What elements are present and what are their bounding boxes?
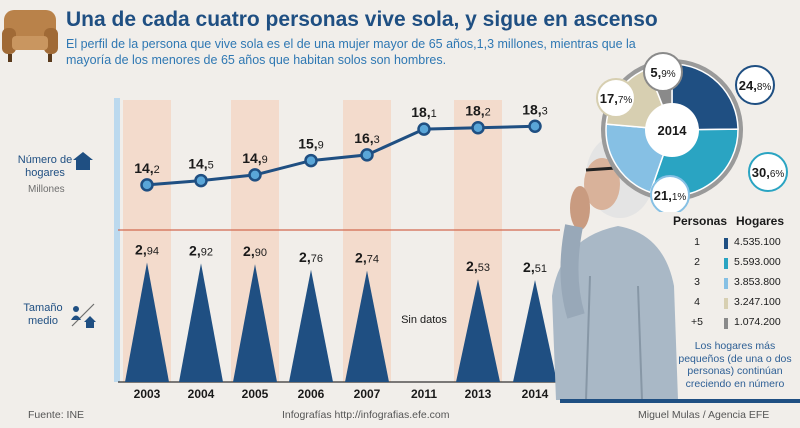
table-color-swatch [724, 318, 728, 329]
footer-infografias: Infografías http://infografias.efe.com [282, 409, 450, 421]
note-text: Los hogares más pequeños (de una o dos p… [678, 340, 792, 390]
hogares-value-label: 18,1 [411, 104, 437, 120]
table-cell-hogares: 3.853.800 [734, 276, 781, 288]
x-tick-label: 2006 [298, 387, 325, 401]
hogares-value-labels: 14,2 14,5 14,9 15,9 16,3 18,1 18,2 18,3 [134, 101, 548, 176]
pie-label-bubble [735, 65, 775, 105]
x-tick-label: 2007 [354, 387, 381, 401]
table-color-swatch [724, 238, 728, 249]
table-cell-hogares: 1.074.200 [734, 316, 781, 328]
bar [456, 279, 500, 382]
hogares-point [417, 122, 431, 136]
hogares-value-label: 18,2 [465, 103, 491, 119]
hogares-value-label: 15,9 [298, 136, 324, 152]
chart-subtitle: El perfil de la persona que vive sola es… [66, 37, 636, 67]
table-cell-personas: 3 [694, 276, 700, 288]
bar-value-label: 2,53 [466, 258, 490, 274]
pie-value-label: 5,9% [650, 65, 675, 80]
bar [179, 263, 223, 382]
bar-value-label: 2,90 [243, 243, 267, 259]
table-color-swatch [724, 298, 728, 309]
tamano-axis-label: Tamaño medio [23, 302, 63, 327]
pie-label-bubble [650, 175, 690, 212]
bar-value-label: 2,74 [355, 250, 379, 266]
x-tick-label: 2011 [411, 387, 437, 401]
table-row: 4 3.247.100 [680, 296, 800, 312]
hogares-value-label: 14,5 [188, 156, 214, 172]
table-cell-personas: 1 [694, 236, 700, 248]
pie-value-label: 30,6% [752, 165, 785, 180]
hogares-point [140, 178, 154, 192]
left-accent-bar [114, 98, 120, 382]
table-row: +5 1.074.200 [680, 316, 800, 332]
hogares-value-label: 16,3 [354, 130, 380, 146]
pie-label-bubble [643, 52, 683, 92]
table-row: 2 5.593.000 [680, 256, 800, 272]
table-cell-personas: 2 [694, 256, 700, 268]
pie-label-bubble [596, 78, 636, 118]
bar-value-label: 2,76 [299, 249, 323, 265]
x-tick-label: 2003 [134, 387, 161, 401]
bar-value-labels: 2,94 2,92 2,90 2,76 2,74 2,53 2,51 [135, 242, 547, 275]
pie-value-labels: 24,8% 30,6% 21,1% 17,7% 5,9% [596, 52, 788, 212]
pie-value-label: 24,8% [739, 78, 772, 93]
table-cell-personas: +5 [691, 316, 703, 328]
pie-center-label: 2014 [658, 123, 688, 138]
bar [345, 270, 389, 382]
x-tick-label: 2013 [465, 387, 492, 401]
hogares-line [146, 124, 536, 187]
footer-author: Miguel Mulas / Agencia EFE [638, 409, 770, 421]
bar-value-label: 2,94 [135, 242, 159, 258]
table-row: 1 4.535.100 [680, 236, 800, 252]
bar-value-label: 2,51 [523, 259, 547, 275]
pie-label-bubble [748, 152, 788, 192]
footer-rule [560, 399, 800, 403]
hogares-point [528, 119, 542, 134]
table-header-personas: Personas [673, 214, 728, 228]
x-tick-label: 2004 [188, 387, 215, 401]
year-bands [123, 100, 502, 382]
x-tick-labels: 2003 2004 2005 2006 2007 2011 2013 2014 [134, 387, 549, 401]
hogares-point [360, 148, 374, 162]
table-cell-personas: 4 [694, 296, 700, 308]
hogares-value-label: 18,3 [522, 101, 548, 117]
sin-datos-label: Sin datos [401, 314, 447, 326]
millones-unit-label: Millones [28, 184, 65, 195]
table-row: 3 3.853.800 [680, 276, 800, 292]
hogares-value-label: 14,9 [242, 150, 268, 166]
hogares-value-label: 14,2 [134, 160, 160, 176]
people-house-icon [71, 303, 96, 328]
footer-source: Fuente: INE [28, 409, 85, 421]
hogares-axis-label: Número de hogares [17, 154, 73, 179]
x-tick-label: 2014 [522, 387, 549, 401]
hogares-point [194, 173, 208, 188]
bar [125, 262, 169, 382]
pie-chart: 2014 24,8% 30,6% 21,1% 17,7% 5,9% [596, 52, 788, 212]
hogares-points [140, 119, 542, 192]
pie-center [645, 103, 699, 157]
table-cell-hogares: 3.247.100 [734, 296, 781, 308]
chart-title: Una de cada cuatro personas vive sola, y… [66, 8, 658, 31]
pie-value-label: 17,7% [600, 91, 633, 106]
elderly-woman-photo [552, 134, 678, 400]
bar-value-label: 2,92 [189, 242, 213, 258]
table-color-swatch [724, 278, 728, 289]
bar [513, 280, 557, 382]
bar-series [125, 262, 557, 382]
pie-value-label: 21,1% [654, 188, 687, 203]
x-tick-label: 2005 [242, 387, 269, 401]
table-cell-hogares: 4.535.100 [734, 236, 781, 248]
house-icon [73, 152, 93, 170]
table-header-hogares: Hogares [736, 214, 785, 228]
hogares-point [471, 120, 485, 135]
hogares-point [304, 153, 318, 168]
hogares-point [248, 168, 262, 182]
sofa-icon [2, 10, 58, 62]
table-cell-hogares: 5.593.000 [734, 256, 781, 268]
bar [289, 269, 333, 382]
bar [233, 264, 277, 382]
table-color-swatch [724, 258, 728, 269]
